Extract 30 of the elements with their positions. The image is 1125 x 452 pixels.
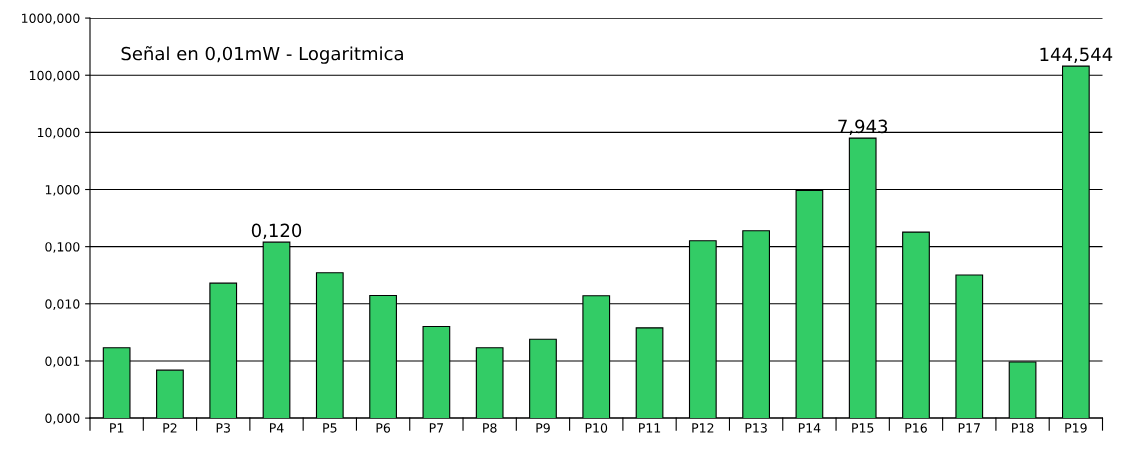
x-tick-label: P18 xyxy=(1012,423,1034,433)
x-tick-label: P15 xyxy=(852,423,874,433)
x-tick-label: P19 xyxy=(1065,423,1087,433)
x-tick-label: P12 xyxy=(692,423,714,433)
x-tick-label: P10 xyxy=(585,423,608,433)
x-tick-label: P13 xyxy=(745,423,767,433)
x-tick-label: P1 xyxy=(110,423,124,433)
x-tick-label: P16 xyxy=(905,423,927,433)
data-label: 0,120 xyxy=(251,223,302,240)
y-tick-label: 100,000 xyxy=(29,70,80,82)
x-tick-label: P8 xyxy=(483,423,497,433)
x-tick-label: P3 xyxy=(216,423,230,433)
text: Señal en 0,01mW - Logaritmica xyxy=(121,46,403,64)
x-tick-label: P6 xyxy=(376,423,391,433)
x-tick-label: P17 xyxy=(958,423,980,433)
x-tick-label: P5 xyxy=(323,423,337,433)
y-tick-label: 1,000 xyxy=(45,184,80,196)
y-tick-label: 10,000 xyxy=(37,127,80,139)
x-tick-label: P7 xyxy=(429,423,444,433)
data-label: 144,544 xyxy=(1040,47,1113,64)
y-tick-label: 1000,000 xyxy=(22,13,80,25)
y-tick-label: 0,001 xyxy=(45,356,80,368)
x-tick-label: P14 xyxy=(798,423,821,433)
x-tick-label: P4 xyxy=(269,423,284,433)
y-tick-label: 0,010 xyxy=(45,299,80,311)
y-tick-label: 0,100 xyxy=(45,242,80,253)
y-tick-label: 0,000 xyxy=(45,413,80,425)
x-tick-label: P2 xyxy=(163,423,177,433)
x-tick-label: P9 xyxy=(536,423,550,433)
x-tick-label: P11 xyxy=(639,423,661,433)
